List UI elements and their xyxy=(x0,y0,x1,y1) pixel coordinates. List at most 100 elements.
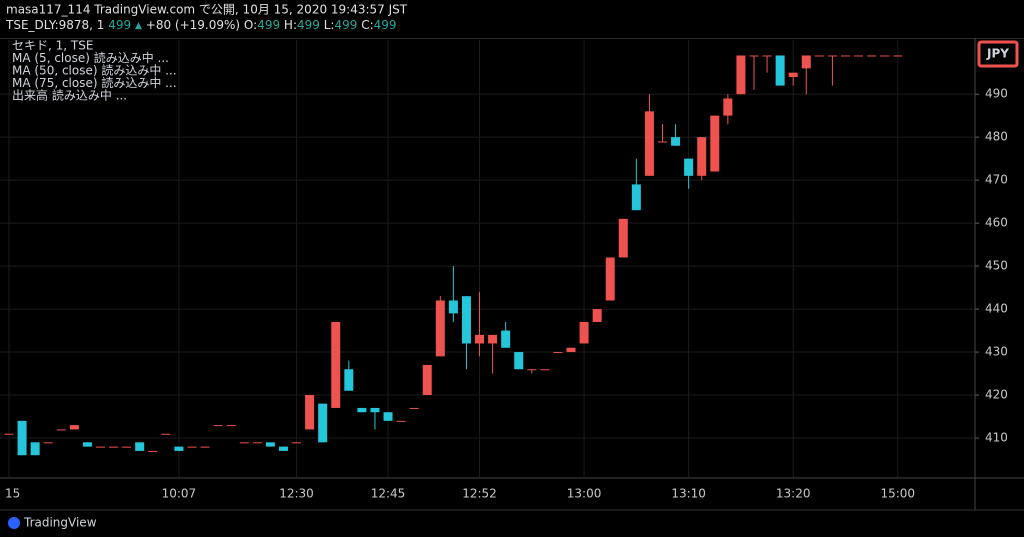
x-tick-label: 13:00 xyxy=(567,487,602,501)
candle-body xyxy=(618,218,628,258)
candle-body xyxy=(788,72,798,77)
l-value: 499 xyxy=(334,18,357,32)
candle-body xyxy=(461,296,471,344)
candle-body xyxy=(187,446,197,448)
candle-body xyxy=(723,98,733,116)
candle-body xyxy=(239,442,249,444)
currency-label: JPY xyxy=(986,47,1009,61)
candle-body xyxy=(566,347,576,353)
x-tick-label: 15:00 xyxy=(880,487,915,501)
candle-body xyxy=(605,257,615,301)
candle-body xyxy=(775,55,785,86)
candle-body xyxy=(448,300,458,314)
candle-body xyxy=(4,433,14,435)
l-label: L: xyxy=(324,18,335,32)
footer-logo xyxy=(8,517,20,529)
candle-body xyxy=(501,330,511,348)
candle-body xyxy=(671,137,681,146)
o-label: O: xyxy=(244,18,257,32)
candles xyxy=(4,55,903,456)
candle-body xyxy=(135,442,145,451)
candle-body xyxy=(357,407,367,413)
c-value: 499 xyxy=(374,18,397,32)
candle-body xyxy=(213,425,223,427)
grid: 410 420 430 440 450 460 470 480 490 15 10:07 12:30 1… xyxy=(0,40,1008,501)
candle-body xyxy=(553,352,563,354)
candle-body xyxy=(122,446,132,448)
candle-body xyxy=(17,420,27,456)
candle-body xyxy=(736,55,746,95)
price: 499 xyxy=(108,18,131,32)
candle-body xyxy=(658,141,667,143)
candle-body xyxy=(278,446,288,451)
candle-body xyxy=(631,184,641,211)
y-tick-label: 480 xyxy=(985,130,1008,144)
change: +80 (+19.09%) xyxy=(146,18,240,32)
candle-body xyxy=(801,55,811,69)
header-title: masa117_114 TradingView.com で公開, 10月 15,… xyxy=(6,3,408,17)
candle-body xyxy=(292,442,302,444)
candle-body xyxy=(579,321,589,344)
candle-body xyxy=(109,446,119,448)
candle-body xyxy=(893,55,903,57)
legend-line: MA (5, close) 読み込み中 ... xyxy=(12,50,169,65)
x-tick-label: 12:52 xyxy=(462,487,497,501)
y-tick-label: 460 xyxy=(985,216,1008,230)
candle-body xyxy=(43,442,53,444)
o-value: 499 xyxy=(257,18,280,32)
candle-body xyxy=(475,334,485,344)
frame xyxy=(0,38,1024,39)
x-tick-label: 13:20 xyxy=(776,487,811,501)
candle-body xyxy=(684,158,694,176)
candle-body xyxy=(305,395,315,430)
candle-body xyxy=(710,115,720,172)
candle-body xyxy=(762,55,772,57)
x-tick-label: 13:10 xyxy=(671,487,706,501)
currency-badge xyxy=(977,40,1019,68)
legend-line: セキド, 1, TSE xyxy=(12,39,93,53)
x-tick-label: 12:45 xyxy=(371,487,406,501)
arrow: ▲ xyxy=(135,21,142,31)
c-label: C: xyxy=(361,18,373,32)
candle-body xyxy=(396,420,406,422)
candle-body xyxy=(854,55,864,57)
candle-body xyxy=(174,446,184,451)
candle-body xyxy=(252,442,262,444)
candle-body xyxy=(749,55,759,57)
x-tick-label: 15 xyxy=(5,487,20,501)
y-tick-label: 410 xyxy=(985,431,1008,445)
candle-body xyxy=(344,369,354,391)
candle-body xyxy=(370,407,380,413)
candle-body xyxy=(827,55,837,57)
candle-body xyxy=(331,321,341,408)
candle-body xyxy=(69,425,79,430)
legend-line: MA (75, close) 読み込み中 ... xyxy=(12,75,177,90)
h-label: H: xyxy=(284,18,297,32)
candle-body xyxy=(318,403,328,443)
candle-body xyxy=(514,352,524,370)
candle-body xyxy=(814,55,824,57)
x-tick-label: 10:07 xyxy=(162,487,197,501)
legend-line: 出来高 読み込み中 ... xyxy=(12,88,127,103)
candle-body xyxy=(880,55,890,57)
y-tick-label: 420 xyxy=(985,388,1008,402)
y-tick-label: 470 xyxy=(985,173,1008,187)
candle-body xyxy=(30,442,40,456)
candle-body xyxy=(265,442,275,447)
symbol: TSE_DLY:9878, 1 xyxy=(5,18,104,32)
candle-body xyxy=(422,364,432,396)
candle-body xyxy=(697,137,707,176)
y-tick-label: 450 xyxy=(985,259,1008,273)
candle-body xyxy=(867,55,877,57)
candle-body xyxy=(488,334,498,344)
legend-line: MA (50, close) 読み込み中 ... xyxy=(12,63,177,78)
candle-body xyxy=(592,309,602,322)
y-tick-label: 440 xyxy=(985,302,1008,316)
h-value: 499 xyxy=(297,18,320,32)
candle-body xyxy=(409,407,419,409)
candle-body xyxy=(56,429,66,431)
candle-body xyxy=(840,55,850,57)
candle-body xyxy=(527,369,537,371)
